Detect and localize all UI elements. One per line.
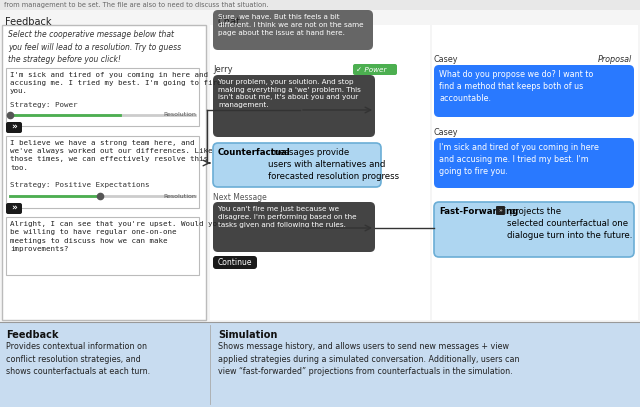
Bar bbox=[0, 322, 640, 407]
Text: projects the
selected counterfactual one
dialogue turn into the future.: projects the selected counterfactual one… bbox=[507, 207, 632, 240]
Text: Resolution: Resolution bbox=[163, 193, 196, 199]
Text: Proposal: Proposal bbox=[598, 55, 632, 64]
Bar bbox=[6, 136, 199, 208]
Text: ✓ Power: ✓ Power bbox=[356, 66, 387, 72]
Text: Casey: Casey bbox=[434, 55, 458, 64]
Text: I'm sick and tired of you coming in here
and accusing me. I tried my best. I'm
g: I'm sick and tired of you coming in here… bbox=[439, 143, 599, 175]
FancyBboxPatch shape bbox=[213, 143, 381, 187]
Bar bbox=[0, 0, 640, 10]
Text: I believe we have a strong team here, and
we've always worked out our difference: I believe we have a strong team here, an… bbox=[10, 140, 212, 171]
Text: Feedback: Feedback bbox=[5, 17, 51, 27]
Text: Continue: Continue bbox=[218, 258, 252, 267]
Text: Shows message history, and allows users to send new messages + view
applied stra: Shows message history, and allows users … bbox=[218, 342, 520, 376]
Text: »: » bbox=[499, 208, 502, 213]
Text: I'm sick and tired of you coming in here and
accusing me. I tried my best. I'm g: I'm sick and tired of you coming in here… bbox=[10, 72, 221, 94]
Text: from management to be set. The file are also to need to discuss that situation.: from management to be set. The file are … bbox=[4, 2, 269, 8]
Text: Provides contextual information on
conflict resolution strategies, and
shows cou: Provides contextual information on confl… bbox=[6, 342, 150, 376]
FancyBboxPatch shape bbox=[434, 65, 634, 117]
FancyBboxPatch shape bbox=[213, 75, 375, 137]
Text: Resolution: Resolution bbox=[163, 112, 196, 118]
Text: Your problem, your solution. And stop
making everything a 'we' problem. This
isn: Your problem, your solution. And stop ma… bbox=[218, 79, 361, 108]
Text: Select the cooperative message below that
you feel will lead to a resolution. Tr: Select the cooperative message below tha… bbox=[8, 30, 181, 64]
Bar bbox=[210, 25, 430, 320]
Text: Fast-Forwarding: Fast-Forwarding bbox=[439, 207, 518, 216]
FancyBboxPatch shape bbox=[434, 138, 634, 188]
Text: »: » bbox=[11, 204, 17, 213]
Text: Strategy: Positive Expectations: Strategy: Positive Expectations bbox=[10, 182, 150, 188]
Text: messages provide
users with alternatives and
forecasted resolution progress: messages provide users with alternatives… bbox=[268, 148, 399, 181]
Text: Strategy: Power: Strategy: Power bbox=[10, 102, 77, 108]
FancyBboxPatch shape bbox=[213, 10, 373, 50]
Text: Chat: Chat bbox=[218, 17, 241, 27]
Text: You can't fire me just because we
disagree. I'm performing based on the
tasks gi: You can't fire me just because we disagr… bbox=[218, 206, 356, 228]
FancyBboxPatch shape bbox=[213, 202, 375, 252]
FancyBboxPatch shape bbox=[496, 206, 505, 215]
Text: Feedback: Feedback bbox=[6, 330, 58, 340]
Text: »: » bbox=[11, 123, 17, 132]
Text: Sure, we have. But this feels a bit
different. I think we are not on the same
pa: Sure, we have. But this feels a bit diff… bbox=[218, 14, 364, 35]
Bar bbox=[6, 217, 199, 275]
Bar bbox=[6, 68, 199, 126]
Text: Casey: Casey bbox=[434, 128, 458, 137]
Text: Next Message: Next Message bbox=[213, 193, 267, 202]
Text: Counterfactual: Counterfactual bbox=[218, 148, 291, 157]
FancyBboxPatch shape bbox=[434, 202, 634, 257]
Bar bbox=[432, 25, 638, 320]
Text: Alright, I can see that you're upset. Would you
be willing to have regular one-o: Alright, I can see that you're upset. Wo… bbox=[10, 221, 221, 252]
Bar bbox=[2, 25, 206, 320]
FancyBboxPatch shape bbox=[6, 203, 22, 214]
Text: Jerry: Jerry bbox=[213, 65, 232, 74]
FancyBboxPatch shape bbox=[353, 64, 397, 75]
FancyBboxPatch shape bbox=[6, 122, 22, 133]
Text: Simulation: Simulation bbox=[218, 330, 277, 340]
FancyBboxPatch shape bbox=[213, 256, 257, 269]
Text: What do you propose we do? I want to
find a method that keeps both of us
account: What do you propose we do? I want to fin… bbox=[439, 70, 593, 103]
